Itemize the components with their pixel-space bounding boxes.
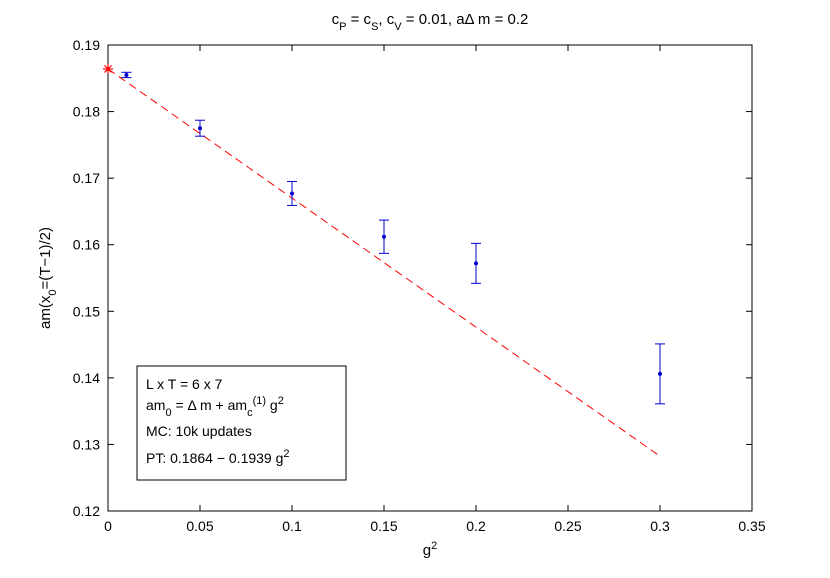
legend-line: MC: 10k updates	[146, 423, 252, 439]
x-axis: 0 0.05 0.1 0.15 0.2 0.25 0.3 0.35	[104, 45, 766, 534]
y-tick-label: 0.17	[73, 170, 100, 186]
chart-title: cP = cS, cV = 0.01, aΔ m = 0.2	[332, 11, 529, 33]
data-point	[382, 234, 386, 239]
legend: L x T = 6 x 7 am0 = Δ m + amc(1) g2 MC: 10…	[136, 365, 347, 481]
x-tick-label: 0.3	[650, 518, 670, 534]
legend-line: PT: 0.1864 − 0.1939 g2	[146, 448, 290, 466]
y-tick-label: 0.16	[73, 237, 100, 253]
data-point	[198, 126, 202, 131]
chart-marks	[103, 63, 665, 457]
x-tick-label: 0.05	[186, 518, 213, 534]
x-tick-label: 0.2	[466, 518, 486, 534]
y-axis-label: am(x0=(T−1)/2)	[37, 227, 59, 329]
x-axis-label: g2	[423, 540, 437, 559]
y-tick-label: 0.14	[73, 370, 100, 386]
legend-line: am0 = Δ m + amc(1) g2	[146, 395, 284, 419]
x-tick-label: 0.35	[738, 518, 765, 534]
y-axis: 0.12 0.13 0.14 0.15 0.16 0.17 0.18 0.19	[73, 37, 752, 519]
y-tick-label: 0.19	[73, 37, 100, 53]
legend-box	[136, 365, 347, 481]
star-marker	[103, 63, 113, 74]
data-point	[290, 191, 294, 196]
data-point	[124, 72, 129, 77]
y-tick-label: 0.12	[73, 503, 100, 519]
fit-line	[107, 68, 661, 457]
x-tick-label: 0	[104, 518, 112, 534]
x-tick-label: 0.25	[554, 518, 581, 534]
data-point	[474, 261, 478, 266]
data-point	[658, 371, 662, 376]
y-tick-label: 0.15	[73, 303, 100, 319]
star-stroke	[104, 65, 112, 73]
legend-line: L x T = 6 x 7	[146, 376, 223, 392]
x-tick-label: 0.1	[282, 518, 302, 534]
y-tick-label: 0.18	[73, 104, 100, 120]
y-tick-label: 0.13	[73, 436, 100, 452]
x-tick-label: 0.15	[370, 518, 397, 534]
